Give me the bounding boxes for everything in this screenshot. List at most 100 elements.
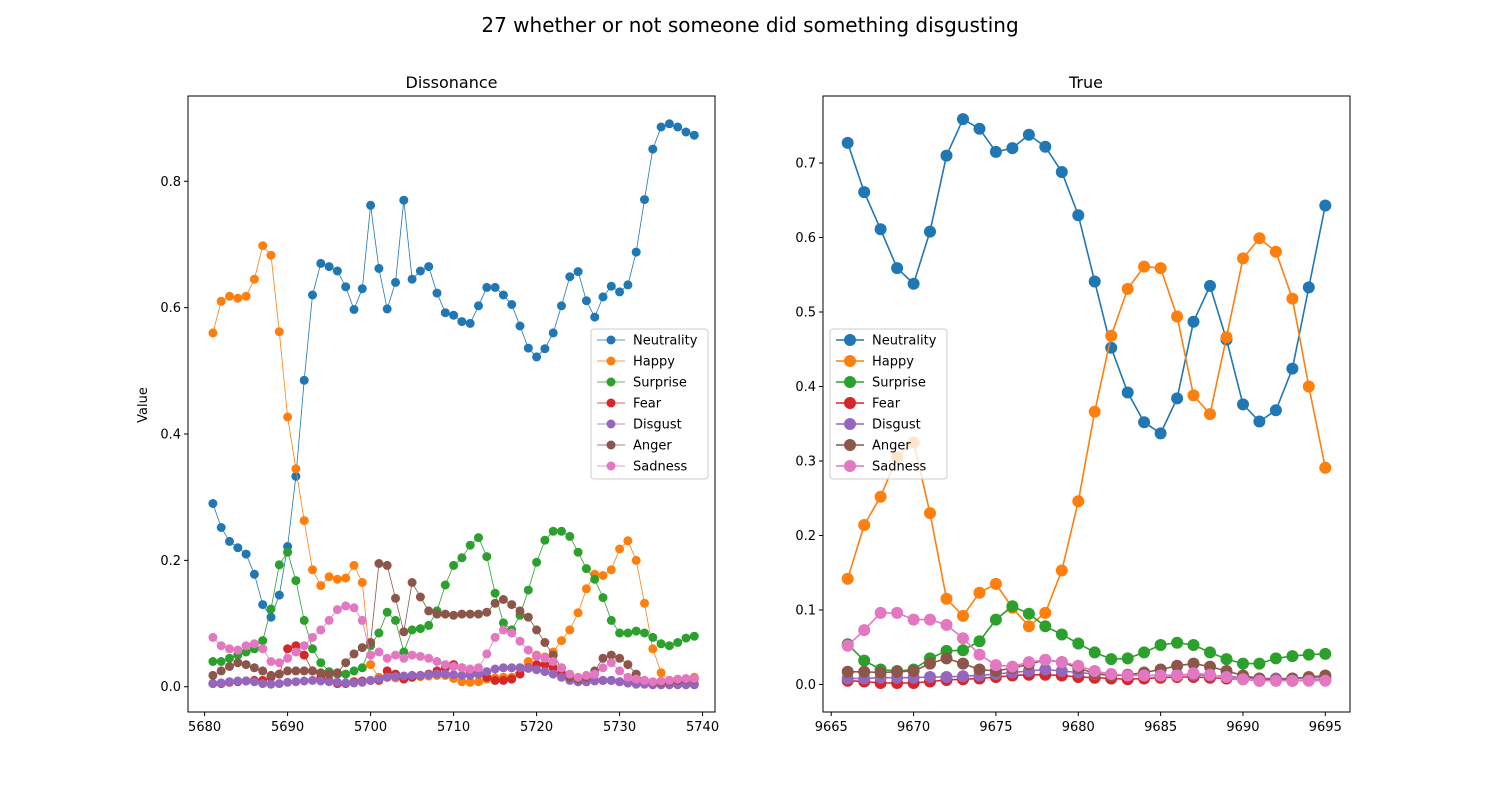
dissonance-happy-point [357, 578, 367, 587]
dissonance-anger-point [341, 658, 351, 668]
true-neutrality-point [1072, 209, 1085, 222]
dissonance-anger-point [249, 663, 259, 673]
true-surprise-point [1072, 637, 1085, 650]
dissonance-anger-point [241, 660, 251, 670]
dissonance-sadness-point [407, 650, 417, 660]
true-neutrality-point [1154, 427, 1167, 440]
true-happy-point [1286, 292, 1299, 305]
dissonance-surprise-point [482, 552, 492, 562]
legend-dissonance-happy-marker [606, 356, 616, 366]
dissonance-disgust-point [548, 669, 558, 679]
dissonance-sadness-point [391, 650, 400, 660]
true-legend [829, 328, 948, 480]
dissonance-neutrality-point [474, 301, 483, 311]
dissonance-happy-point [299, 516, 309, 526]
dissonance-anger-point [424, 606, 434, 616]
dissonance-neutrality-point [689, 130, 699, 140]
dissonance-neutrality-point [357, 284, 367, 294]
dissonance-x-tick-label: 5740 [686, 720, 719, 735]
dissonance-happy-point [233, 293, 243, 303]
dissonance-disgust-point [540, 667, 550, 677]
true-surprise-point [1006, 600, 1019, 613]
true-anger-point [1187, 657, 1200, 670]
true-anger-point [858, 665, 871, 678]
true-y-tick-label: 0.7 [795, 157, 816, 172]
dissonance-sadness-point [274, 658, 284, 668]
true-disgust-point [940, 671, 953, 683]
dissonance-neutrality-point [507, 300, 517, 309]
dissonance-anger-point [540, 638, 550, 647]
true-surprise-point [1121, 652, 1134, 665]
dissonance-surprise-point [656, 639, 666, 649]
true-neutrality-point [1204, 279, 1216, 292]
dissonance-sadness-point [498, 625, 508, 635]
true-surprise-point [1253, 657, 1266, 670]
true-surprise-point [1138, 646, 1151, 659]
true-neutrality-point [1237, 398, 1249, 411]
dissonance-neutrality-point [424, 262, 434, 272]
dissonance-surprise-point [457, 553, 467, 563]
true-neutrality-point [1121, 386, 1134, 399]
dissonance-y-axis-label: Value [136, 387, 151, 423]
dissonance-surprise-point [532, 557, 542, 567]
legend-dissonance-disgust-label: Disgust [633, 418, 682, 433]
true-neutrality-point [1138, 416, 1151, 429]
dissonance-disgust-point [465, 670, 475, 680]
true-sadness-point [1253, 674, 1266, 687]
figure-title: 27 whether or not someone did something … [481, 13, 1018, 37]
true-surprise-point [1302, 648, 1315, 661]
dissonance-disgust-point [415, 670, 425, 680]
dissonance-surprise-point [590, 574, 600, 584]
legend-true-disgust-label: Disgust [872, 418, 921, 433]
dissonance-anger-point [465, 609, 475, 619]
dissonance-sadness-point [324, 615, 334, 625]
true-neutrality-point [973, 122, 986, 135]
true-neutrality-point [1006, 142, 1019, 155]
true-anger-point [1204, 660, 1216, 673]
dissonance-anger-point [498, 595, 508, 604]
dissonance-sadness-point [515, 636, 525, 646]
dissonance-anger-point [532, 625, 542, 635]
dissonance-surprise-point [640, 628, 649, 638]
dissonance-anger-point [507, 600, 517, 610]
dissonance-anger-point [274, 669, 284, 679]
dissonance-surprise-point [664, 641, 674, 651]
true-sadness-point [1055, 656, 1068, 669]
dissonance-happy-point [465, 677, 475, 687]
dissonance-surprise-point [598, 593, 608, 603]
dissonance-sadness-point [299, 641, 309, 651]
true-sadness-point [924, 613, 936, 626]
true-sadness-point [1039, 653, 1052, 666]
dissonance-fear-point [291, 641, 301, 651]
dissonance-happy-point [523, 657, 533, 666]
dissonance-neutrality-point [415, 266, 425, 276]
dissonance-happy-point [324, 572, 334, 582]
dissonance-sadness-point [490, 632, 500, 642]
dissonance-anger-point [615, 653, 625, 663]
dissonance-neutrality-point [664, 119, 674, 129]
true-neutrality-point [1253, 415, 1266, 428]
dissonance-sadness-point [565, 669, 575, 679]
dissonance-disgust-point [366, 675, 376, 685]
dissonance-surprise-point [581, 564, 591, 574]
dissonance-sadness-point [648, 677, 658, 687]
dissonance-happy-point [208, 328, 218, 338]
true-anger-point [874, 666, 887, 679]
dissonance-sadness-point [689, 674, 699, 683]
true-x-tick-label: 9680 [1062, 720, 1095, 735]
legend-true-neutrality-label: Neutrality [872, 334, 937, 349]
dissonance-happy-point [341, 573, 351, 583]
dissonance-surprise-point [415, 624, 425, 634]
true-happy-point [1253, 232, 1266, 245]
dissonance-disgust-point [266, 679, 276, 689]
dissonance-neutrality-point [332, 266, 342, 276]
true-anger-point [907, 665, 920, 677]
dissonance-anger-point [324, 669, 334, 679]
dissonance-surprise-point [465, 540, 475, 550]
dissonance-sadness-point [258, 644, 268, 654]
true-happy-point [957, 609, 969, 622]
dissonance-surprise-point [474, 533, 483, 543]
true-happy-point [1138, 260, 1151, 273]
true-happy-point [1269, 245, 1282, 258]
dissonance-neutrality-point [233, 543, 243, 553]
